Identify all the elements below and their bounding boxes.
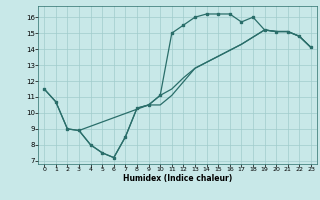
X-axis label: Humidex (Indice chaleur): Humidex (Indice chaleur): [123, 174, 232, 183]
